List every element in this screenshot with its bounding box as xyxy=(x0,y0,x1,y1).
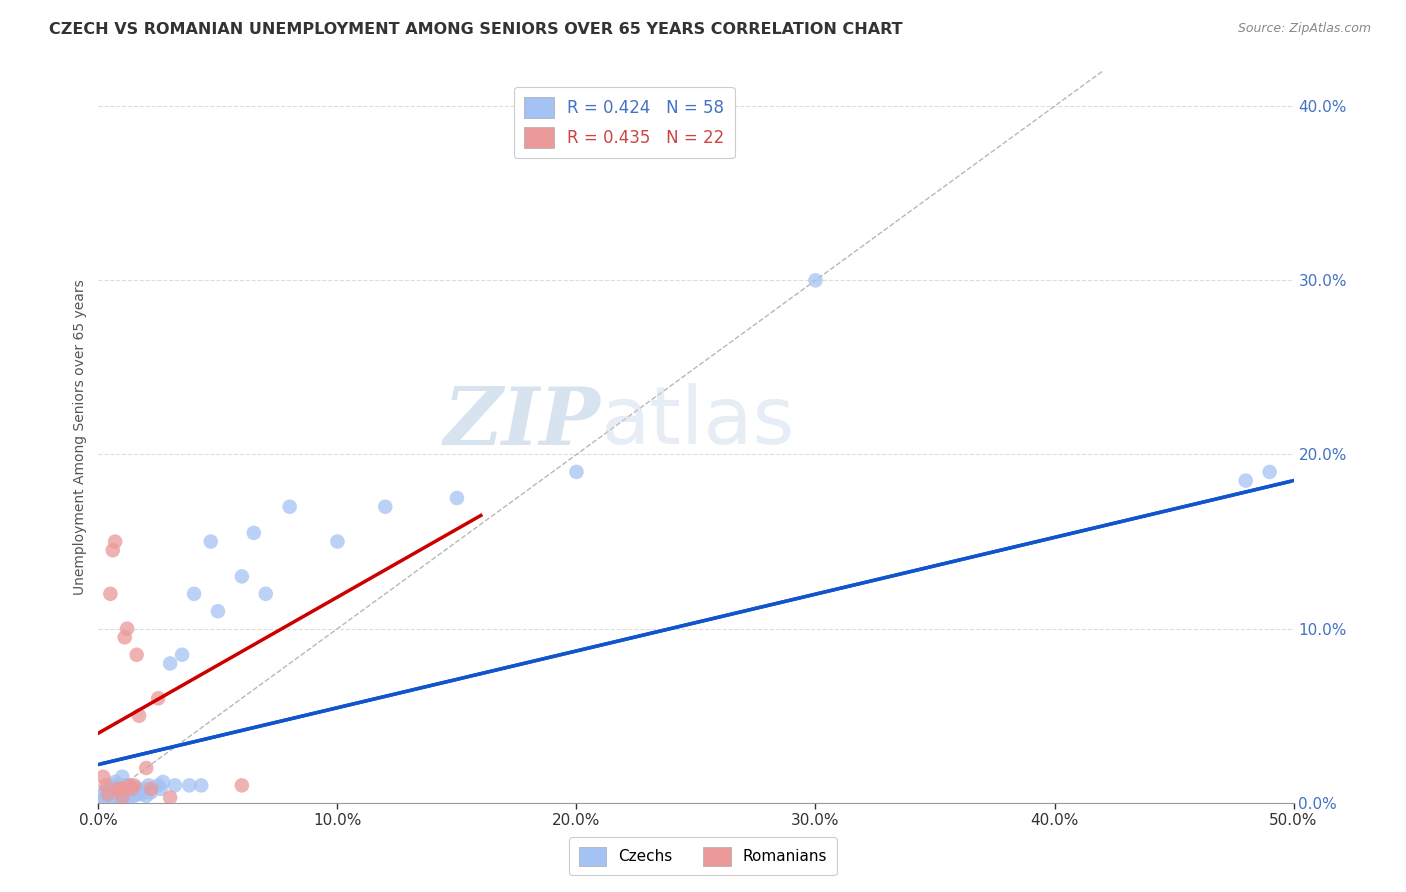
Point xyxy=(128,783,150,797)
Point xyxy=(111,778,134,792)
Point xyxy=(138,778,160,792)
Point xyxy=(149,781,172,796)
Point xyxy=(132,781,155,796)
Point xyxy=(98,587,122,601)
Legend: Czechs, Romanians: Czechs, Romanians xyxy=(569,838,837,875)
Point xyxy=(111,770,134,784)
Point xyxy=(172,648,194,662)
Point xyxy=(254,587,277,601)
Point xyxy=(114,781,136,796)
Point xyxy=(111,785,134,799)
Point xyxy=(118,778,141,792)
Point xyxy=(107,780,129,794)
Point xyxy=(135,789,157,803)
Text: atlas: atlas xyxy=(600,384,794,461)
Text: ZIP: ZIP xyxy=(443,384,600,461)
Point xyxy=(565,465,588,479)
Point xyxy=(124,780,146,794)
Point xyxy=(94,778,117,792)
Point xyxy=(104,789,127,803)
Point xyxy=(114,787,136,801)
Point xyxy=(152,775,174,789)
Point xyxy=(98,790,122,805)
Point xyxy=(148,691,170,706)
Point xyxy=(243,525,266,540)
Point xyxy=(124,789,146,803)
Point xyxy=(200,534,222,549)
Point xyxy=(326,534,349,549)
Point xyxy=(91,792,114,806)
Point xyxy=(115,789,138,803)
Y-axis label: Unemployment Among Seniors over 65 years: Unemployment Among Seniors over 65 years xyxy=(73,279,87,595)
Point xyxy=(94,783,117,797)
Point xyxy=(159,657,181,671)
Text: CZECH VS ROMANIAN UNEMPLOYMENT AMONG SENIORS OVER 65 YEARS CORRELATION CHART: CZECH VS ROMANIAN UNEMPLOYMENT AMONG SEN… xyxy=(49,22,903,37)
Point xyxy=(115,778,138,792)
Point xyxy=(114,631,136,645)
Point xyxy=(159,790,181,805)
Point xyxy=(111,790,134,805)
Point xyxy=(108,778,131,792)
Point xyxy=(124,778,146,792)
Point xyxy=(97,787,120,801)
Point xyxy=(118,781,141,796)
Point xyxy=(97,790,120,805)
Text: Source: ZipAtlas.com: Source: ZipAtlas.com xyxy=(1237,22,1371,36)
Point xyxy=(121,781,143,796)
Point xyxy=(101,778,124,792)
Point xyxy=(104,775,127,789)
Point xyxy=(108,790,131,805)
Point xyxy=(231,778,253,792)
Point xyxy=(91,770,114,784)
Point xyxy=(135,761,157,775)
Point xyxy=(101,543,124,558)
Point xyxy=(278,500,301,514)
Point xyxy=(207,604,229,618)
Legend: R = 0.424   N = 58, R = 0.435   N = 22: R = 0.424 N = 58, R = 0.435 N = 22 xyxy=(515,87,734,158)
Point xyxy=(1258,465,1281,479)
Point xyxy=(98,781,122,796)
Point xyxy=(374,500,396,514)
Point xyxy=(163,778,186,792)
Point xyxy=(804,273,827,287)
Point xyxy=(118,790,141,805)
Point xyxy=(104,534,127,549)
Point xyxy=(121,785,143,799)
Point xyxy=(125,787,148,801)
Point xyxy=(97,787,120,801)
Point xyxy=(139,781,162,796)
Point xyxy=(111,781,134,796)
Point xyxy=(128,708,150,723)
Point xyxy=(148,778,170,792)
Point xyxy=(183,587,205,601)
Point xyxy=(179,778,201,792)
Point xyxy=(111,790,134,805)
Point xyxy=(131,787,153,801)
Point xyxy=(190,778,212,792)
Point xyxy=(231,569,253,583)
Point xyxy=(107,790,129,805)
Point xyxy=(115,622,138,636)
Point xyxy=(107,781,129,796)
Point xyxy=(108,781,131,796)
Point xyxy=(1234,474,1257,488)
Point xyxy=(446,491,468,505)
Point xyxy=(139,785,162,799)
Point xyxy=(94,792,117,806)
Point xyxy=(91,787,114,801)
Point xyxy=(101,790,124,805)
Point xyxy=(125,648,148,662)
